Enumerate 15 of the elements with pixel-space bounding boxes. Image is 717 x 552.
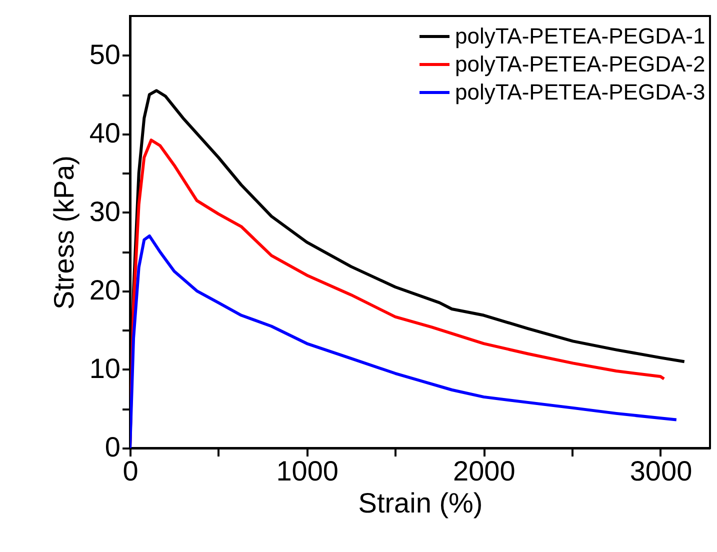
- legend-label: polyTA-PETEA-PEGDA-2: [455, 52, 706, 76]
- y-tick-label: 40: [89, 117, 120, 148]
- legend-label: polyTA-PETEA-PEGDA-3: [455, 80, 706, 104]
- x-tick-label: 2000: [453, 456, 516, 486]
- x-tick-label: 1000: [276, 456, 338, 486]
- y-tick-label: 50: [89, 38, 120, 70]
- y-axis-title: Stress (kPa): [48, 155, 80, 310]
- y-tick-label: 10: [89, 352, 120, 384]
- x-axis-title: Strain (%): [358, 488, 483, 518]
- line-series: [130, 234, 678, 448]
- legend-label: polyTA-PETEA-PEGDA-1: [455, 24, 706, 48]
- y-tick-label: 0: [104, 432, 120, 462]
- x-tick-label: 3000: [630, 456, 692, 486]
- y-tick-label: 20: [89, 274, 120, 306]
- y-tick-label: 30: [89, 196, 120, 227]
